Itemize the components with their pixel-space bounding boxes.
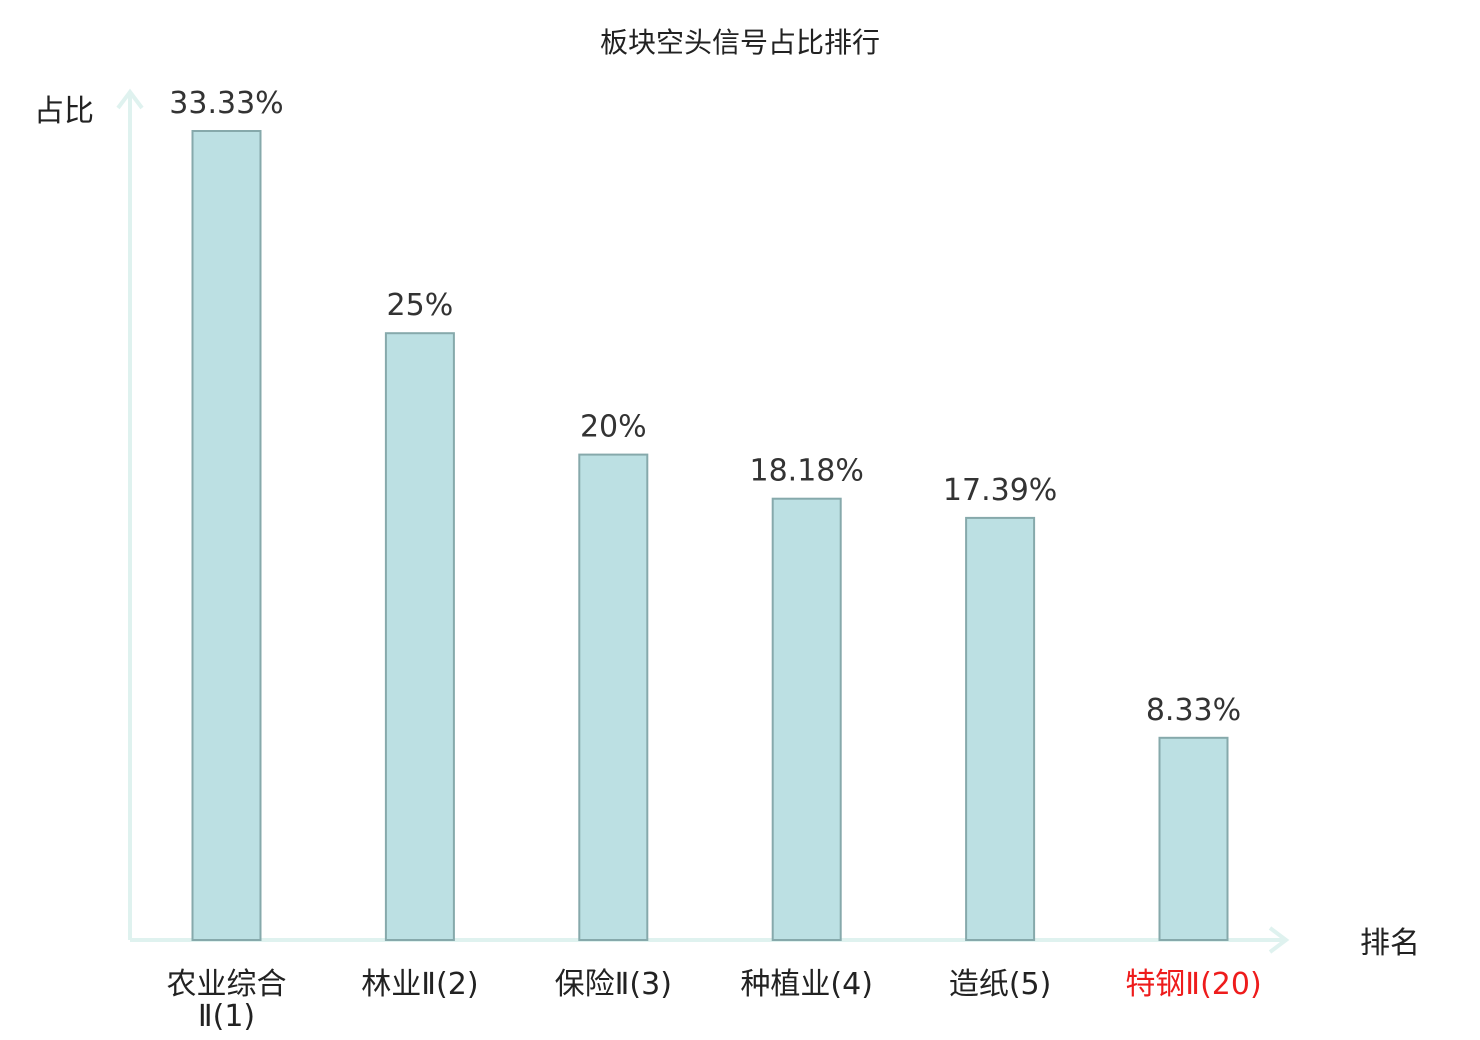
bar	[1158, 736, 1229, 941]
bar	[384, 332, 455, 941]
bar-value-label: 25%	[387, 288, 454, 323]
x-axis-label: 排名	[1360, 926, 1420, 961]
y-axis	[116, 88, 144, 940]
x-tick-label: 造纸(5)	[949, 967, 1052, 1002]
x-axis	[130, 926, 1290, 954]
bar-value-label: 20%	[580, 410, 647, 445]
value-labels-group: 33.33% 25% 20% 18.18% 17.39% 8.33%	[169, 86, 1241, 728]
x-tick-label: Ⅱ(1)	[198, 999, 255, 1034]
bar-value-label: 18.18%	[750, 454, 864, 489]
bar	[578, 453, 649, 941]
x-tick-label: 保险Ⅱ(3)	[555, 967, 672, 1002]
x-tick-label: 特钢Ⅱ(20)	[1125, 967, 1261, 1002]
bar	[191, 130, 262, 941]
x-tick-label: 林业Ⅱ(2)	[361, 967, 478, 1002]
bar-value-label: 8.33%	[1146, 693, 1241, 728]
x-tick-label: 农业综合	[167, 967, 287, 1002]
bar	[771, 497, 842, 941]
bar-value-label: 17.39%	[943, 473, 1057, 508]
bar	[965, 516, 1036, 942]
y-axis-label: 占比	[34, 94, 94, 129]
bar-value-label: 33.33%	[169, 86, 283, 121]
bars-group	[191, 130, 1229, 942]
chart-title: 板块空头信号占比排行	[600, 26, 880, 59]
x-tick-label: 种植业(4)	[740, 967, 873, 1002]
